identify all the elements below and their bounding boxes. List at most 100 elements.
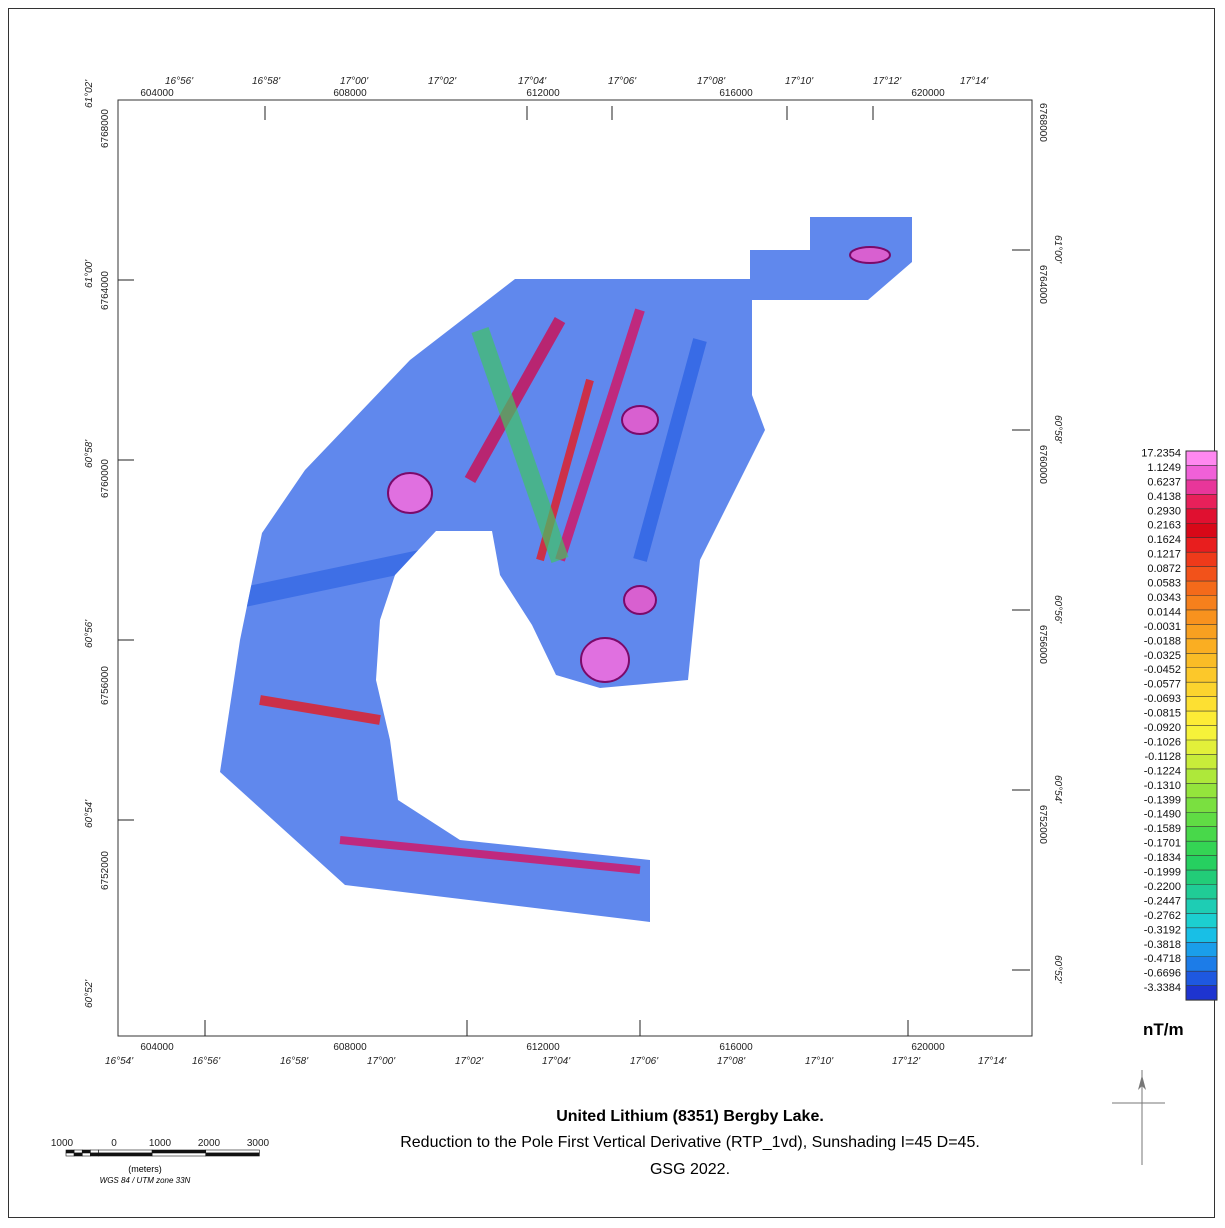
- legend-swatch: [1186, 581, 1217, 596]
- legend-value: -0.1128: [1145, 751, 1182, 763]
- color-legend: 17.2354 1.1249 0.6237 0.4138 0.2930 0.2163 0.1…: [1141, 447, 1218, 1001]
- bottom-lon-label: 17°12': [892, 1056, 921, 1067]
- legend-swatch: [1186, 451, 1217, 466]
- legend-value: -0.1399: [1144, 794, 1181, 806]
- legend-swatch: [1186, 740, 1217, 755]
- left-northing-label: 6764000: [100, 271, 111, 310]
- bottom-easting-label: 608000: [333, 1042, 367, 1053]
- legend-swatch: [1186, 870, 1217, 885]
- legend-value: -0.2762: [1144, 910, 1181, 922]
- top-easting-label: 604000: [140, 88, 174, 99]
- legend-value: -0.4718: [1144, 953, 1181, 965]
- scale-segment-top: [98, 1149, 153, 1154]
- legend-value: 0.2163: [1147, 520, 1181, 532]
- scale-segment-bottom: [98, 1152, 153, 1157]
- legend-value: -0.1834: [1144, 852, 1181, 864]
- scale-segment-top: [90, 1149, 99, 1154]
- right-northing-label: 6752000: [1037, 805, 1048, 844]
- legend-swatch: [1186, 797, 1217, 813]
- legend-units: nT/m: [1143, 1020, 1184, 1039]
- top-easting-label: 612000: [526, 88, 560, 99]
- bottom-lon-label: 17°06': [630, 1056, 659, 1067]
- legend-swatch: [1186, 624, 1217, 640]
- bottom-easting-label: 604000: [140, 1042, 174, 1053]
- legend-swatch: [1186, 667, 1217, 683]
- bottom-easting-label: 620000: [911, 1042, 945, 1053]
- right-lat-label: 60°58': [1052, 415, 1063, 444]
- legend-swatch: [1186, 783, 1217, 799]
- left-lat-label: 60°56': [84, 619, 95, 648]
- legend-value: -0.0920: [1144, 722, 1181, 734]
- legend-swatch: [1186, 479, 1217, 495]
- legend-value: 17.2354: [1141, 447, 1181, 459]
- survey-grid-image: [220, 217, 912, 922]
- left-northing-label: 6760000: [100, 459, 111, 498]
- legend-value: -0.1589: [1144, 823, 1181, 835]
- legend-value: -0.3192: [1144, 924, 1181, 936]
- map-credit: GSG 2022.: [649, 1161, 731, 1178]
- legend-swatch: [1186, 942, 1217, 958]
- bottom-lon-label: 16°58': [280, 1056, 309, 1067]
- right-lat-label: 61°00': [1052, 235, 1063, 264]
- scale-segment-bottom: [205, 1152, 260, 1157]
- map-subtitle: Reduction to the Pole First Vertical Der…: [400, 1134, 980, 1151]
- scale-label: 0: [111, 1138, 117, 1149]
- legend-swatch: [1186, 971, 1217, 986]
- top-lon-label: 17°10': [785, 76, 814, 87]
- scale-label: 1000: [149, 1138, 172, 1149]
- legend-value: -0.1026: [1144, 736, 1181, 748]
- legend-swatch: [1186, 566, 1217, 582]
- legend-swatch: [1186, 537, 1217, 553]
- map-axes: 16°56' 16°58' 17°00' 17°02' 17°04' 17°06' 17°0…: [84, 76, 1063, 1067]
- right-lat-label: 60°54': [1052, 775, 1063, 804]
- map-border: [117, 99, 1033, 1037]
- bottom-lon-label: 17°14': [978, 1056, 1007, 1067]
- legend-value: -0.0693: [1144, 693, 1181, 705]
- legend-value: -0.2447: [1144, 895, 1181, 907]
- left-lat-label: 60°58': [84, 439, 95, 468]
- right-northing-label: 6764000: [1037, 265, 1048, 304]
- scale-label: 2000: [198, 1138, 221, 1149]
- legend-swatch: [1186, 609, 1217, 625]
- top-lon-label: 17°14': [960, 76, 989, 87]
- bottom-lon-label: 17°10': [805, 1056, 834, 1067]
- legend-swatch: [1186, 494, 1217, 510]
- left-lat-label: 60°52': [84, 979, 95, 1008]
- legend-swatch: [1186, 898, 1217, 914]
- legend-value: -0.0577: [1144, 679, 1181, 691]
- top-easting-label: 616000: [719, 88, 753, 99]
- left-northing-label: 6768000: [100, 109, 111, 148]
- left-northing-label: 6756000: [100, 666, 111, 705]
- map-title: United Lithium (8351) Bergby Lake.: [556, 1108, 824, 1125]
- top-easting-label: 608000: [333, 88, 367, 99]
- scale-segment-bottom: [151, 1152, 207, 1157]
- legend-swatch: [1186, 595, 1217, 611]
- scale-label: 3000: [247, 1138, 270, 1149]
- legend-swatch: [1186, 956, 1217, 972]
- scale-segment-top: [151, 1149, 207, 1154]
- legend-value: 0.2930: [1147, 505, 1181, 517]
- scale-segment-bottom: [90, 1152, 99, 1157]
- right-northing-label: 6768000: [1037, 103, 1048, 142]
- legend-swatch: [1186, 465, 1217, 481]
- north-arrow: [1112, 1070, 1165, 1165]
- legend-value: 0.4138: [1147, 491, 1181, 503]
- legend-value: -0.1999: [1144, 867, 1181, 879]
- legend-swatch: [1186, 826, 1217, 842]
- top-lon-label: 17°02': [428, 76, 457, 87]
- legend-value: 0.0144: [1147, 606, 1181, 618]
- legend-swatch: [1186, 508, 1217, 524]
- legend-swatch: [1186, 985, 1217, 1001]
- legend-value: 0.0343: [1147, 592, 1181, 604]
- legend-value: -0.0815: [1144, 708, 1181, 720]
- right-northing-label: 6760000: [1037, 445, 1048, 484]
- left-lat-label: 60°54': [84, 799, 95, 828]
- legend-value: -0.3818: [1144, 939, 1181, 951]
- legend-swatch: [1186, 768, 1217, 784]
- legend-swatch: [1186, 653, 1217, 669]
- bottom-lon-label: 17°04': [542, 1056, 571, 1067]
- top-easting-label: 620000: [911, 88, 945, 99]
- legend-swatch: [1186, 754, 1217, 770]
- top-lon-label: 17°12': [873, 76, 902, 87]
- top-lon-label: 16°58': [252, 76, 281, 87]
